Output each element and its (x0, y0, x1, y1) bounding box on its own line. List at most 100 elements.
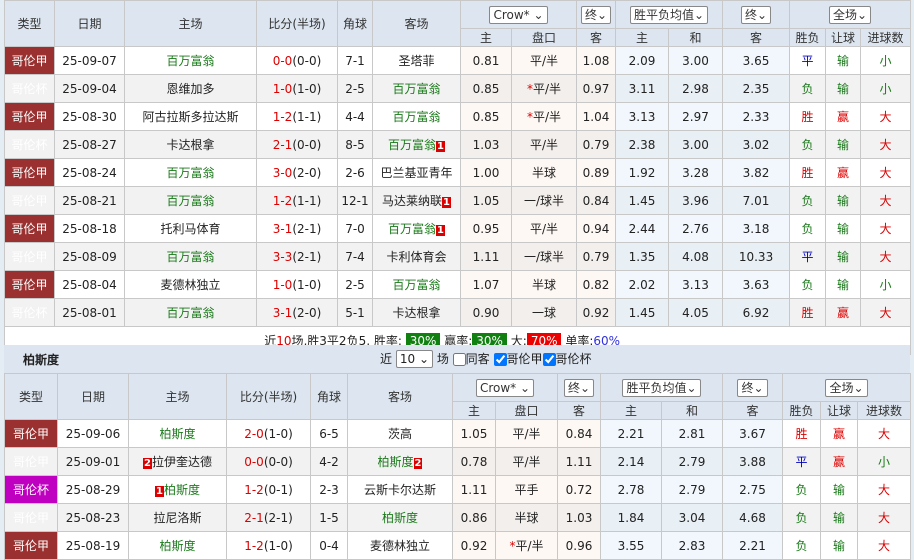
home-team[interactable]: 柏斯度 (128, 419, 227, 448)
home-team[interactable]: 百万富翁 (124, 298, 257, 327)
match-row[interactable]: 哥伦甲 25-08-24 百万富翁 3-0(2-0) 2-6 巴兰基亚青年 1.00 半球 0.… (4, 158, 912, 187)
away-team[interactable]: 马达莱纳联1 (372, 186, 461, 215)
match-row[interactable]: 哥伦甲 25-09-01 2拉伊奎达德 0-0(0-0) 4-2 柏斯度2 0.78 平/半 1… (4, 447, 912, 476)
odds-company-select[interactable]: Crow* ⌄ (475, 378, 535, 397)
avg-stage-select[interactable]: 终⌄ (740, 5, 772, 24)
home-team[interactable]: 阿古拉斯多拉达斯 (124, 102, 257, 131)
away-team[interactable]: 卡利体育会 (372, 242, 461, 271)
match-date-text: 25-09-04 (62, 81, 117, 96)
result: 胜 (789, 298, 827, 327)
goals-result: 小 (860, 270, 912, 299)
match-row[interactable]: 哥伦甲 25-08-19 柏斯度 1-2(1-0) 0-4 麦德林独立 0.92 *平/半 0.… (4, 531, 912, 560)
ah-result: 输 (825, 186, 862, 215)
match-row[interactable]: 哥伦杯 25-08-01 百万富翁 3-1(2-0) 5-1 卡达根拿 0.90 一球 0.92… (4, 298, 912, 327)
avg-stage-select[interactable]: 终⌄ (737, 378, 768, 397)
ah-result-text: 输 (837, 194, 850, 208)
result: 负 (789, 270, 827, 299)
home-odds: 1.03 (460, 130, 512, 159)
home-team[interactable]: 百万富翁 (124, 242, 257, 271)
match-row[interactable]: 哥伦杯 25-09-04 恩维加多 1-0(1-0) 2-5 百万富翁 0.85 *平/半 0.… (4, 74, 912, 103)
goals-result-text: 大 (879, 194, 892, 208)
away-team[interactable]: 圣塔菲 (372, 46, 461, 75)
league-type-text: 哥伦甲 (11, 278, 48, 292)
match-row[interactable]: 哥伦甲 25-08-04 麦德林独立 1-0(1-0) 2-5 百万富翁 1.07 半球 0.8… (4, 270, 912, 299)
avg-draw: 2.79 (660, 447, 724, 476)
avg-away: 4.68 (722, 503, 784, 532)
score: 1-2(1-0) (226, 531, 311, 560)
match-row[interactable]: 哥伦甲 25-09-07 百万富翁 0-0(0-0) 7-1 圣塔菲 0.81 平/半 1.08… (4, 46, 912, 75)
away-team[interactable]: 麦德林独立 (347, 531, 453, 560)
away-team[interactable]: 巴兰基亚青年 (372, 158, 461, 187)
avg-away-text: 4.68 (739, 510, 766, 525)
full-time-score: 1-2 (244, 482, 264, 497)
match-row[interactable]: 哥伦甲 25-08-30 阿古拉斯多拉达斯 1-2(1-1) 4-4 百万富翁 0.85 *平… (4, 102, 912, 131)
away-team[interactable]: 百万富翁1 (372, 130, 461, 159)
away-team[interactable]: 柏斯度2 (347, 447, 453, 476)
avg-home-text: 2.38 (628, 137, 656, 152)
away-team[interactable]: 百万富翁 (372, 270, 461, 299)
away-team[interactable]: 云斯卡尔达斯 (347, 475, 453, 504)
match-row[interactable]: 哥伦甲 25-08-21 百万富翁 1-2(1-1) 12-1 马达莱纳联1 1.05 一/球… (4, 186, 912, 215)
same-away-checkbox[interactable] (452, 353, 466, 366)
odds-stage-select[interactable]: 终⌄ (580, 5, 612, 24)
home-team[interactable]: 1柏斯度 (128, 475, 227, 504)
handicap: 半球 (510, 270, 578, 299)
result: 负 (782, 531, 822, 560)
match-row[interactable]: 哥伦甲 25-08-09 百万富翁 3-3(2-1) 7-4 卡利体育会 1.11 一/球半 0… (4, 242, 912, 271)
result: 胜 (789, 102, 827, 131)
home-odds-text: 1.11 (460, 482, 488, 497)
home-team[interactable]: 百万富翁 (124, 186, 257, 215)
result-text: 负 (801, 138, 814, 152)
home-team[interactable]: 2拉伊奎达德 (128, 447, 227, 476)
league-type-text: 哥伦杯 (12, 483, 49, 497)
avg-home-text: 1.35 (628, 249, 656, 264)
avg-away: 3.63 (722, 270, 791, 299)
avg-stage-cell: 终⌄ (722, 373, 784, 402)
away-team[interactable]: 茨高 (347, 419, 453, 448)
odd-rate-value: 60% (593, 334, 621, 348)
home-odds: 0.95 (460, 214, 512, 243)
odds-stage-select[interactable]: 终⌄ (563, 378, 595, 397)
home-team[interactable]: 托利马体育 (124, 214, 257, 243)
match-row[interactable]: 哥伦杯 25-08-27 卡达根拿 2-1(0-0) 8-5 百万富翁1 1.03 平/半 0.… (4, 130, 912, 159)
away-team[interactable]: 百万富翁 (372, 102, 461, 131)
scope-select[interactable]: 全场⌄ (828, 5, 872, 24)
full-time-score: 3-1 (272, 305, 293, 320)
home-team[interactable]: 恩维加多 (124, 74, 257, 103)
avg-draw: 3.13 (668, 270, 724, 299)
match-row[interactable]: 哥伦甲 25-09-06 柏斯度 2-0(1-0) 6-5 茨高 1.05 平/半 0.84 2.… (4, 419, 912, 448)
match-date: 25-08-01 (54, 298, 125, 327)
home-team[interactable]: 柏斯度 (128, 531, 227, 560)
match-row[interactable]: 哥伦杯 25-08-29 1柏斯度 1-2(0-1) 2-3 云斯卡尔达斯 1.11 平手 0.… (4, 475, 912, 504)
recent-count-select[interactable]: 10 ⌄ (395, 350, 433, 368)
team-b-title: 柏斯度 (23, 353, 60, 367)
away-odds: 0.97 (576, 74, 617, 103)
corner-score: 7-0 (337, 214, 373, 243)
scope-select[interactable]: 全场⌄ (825, 378, 868, 397)
avg-type-select[interactable]: 胜平负均值⌄ (629, 5, 709, 24)
home-team[interactable]: 拉尼洛斯 (128, 503, 227, 532)
league-type-text: 哥伦甲 (11, 54, 48, 68)
away-team[interactable]: 卡达根拿 (372, 298, 461, 327)
match-date-text: 25-08-23 (65, 510, 121, 525)
ah-result: 赢 (825, 158, 862, 187)
filter-league-checkbox[interactable] (493, 353, 507, 366)
home-team[interactable]: 麦德林独立 (124, 270, 257, 299)
match-row[interactable]: 哥伦甲 25-08-18 托利马体育 3-1(2-1) 7-0 百万富翁1 0.95 平/半 0… (4, 214, 912, 243)
avg-draw: 2.98 (668, 74, 724, 103)
away-team[interactable]: 百万富翁 (372, 74, 461, 103)
away-team[interactable]: 百万富翁1 (372, 214, 461, 243)
ah-result-text: 输 (837, 250, 850, 264)
league-type-text: 哥伦甲 (11, 250, 48, 264)
away-red-card-badge: 1 (436, 225, 445, 236)
avg-draw: 4.05 (668, 298, 724, 327)
filter-cup-checkbox[interactable] (542, 353, 556, 366)
home-team[interactable]: 百万富翁 (124, 46, 257, 75)
home-team[interactable]: 卡达根拿 (124, 130, 257, 159)
match-date-text: 25-08-24 (62, 165, 117, 180)
avg-type-select[interactable]: 胜平负均值⌄ (622, 378, 701, 397)
away-team[interactable]: 柏斯度 (347, 503, 453, 532)
match-row[interactable]: 哥伦甲 25-08-23 拉尼洛斯 2-1(2-1) 1-5 柏斯度 0.86 半球 1.03 1… (4, 503, 912, 532)
odds-company-select[interactable]: Crow* ⌄ (489, 5, 548, 24)
home-team[interactable]: 百万富翁 (124, 158, 257, 187)
